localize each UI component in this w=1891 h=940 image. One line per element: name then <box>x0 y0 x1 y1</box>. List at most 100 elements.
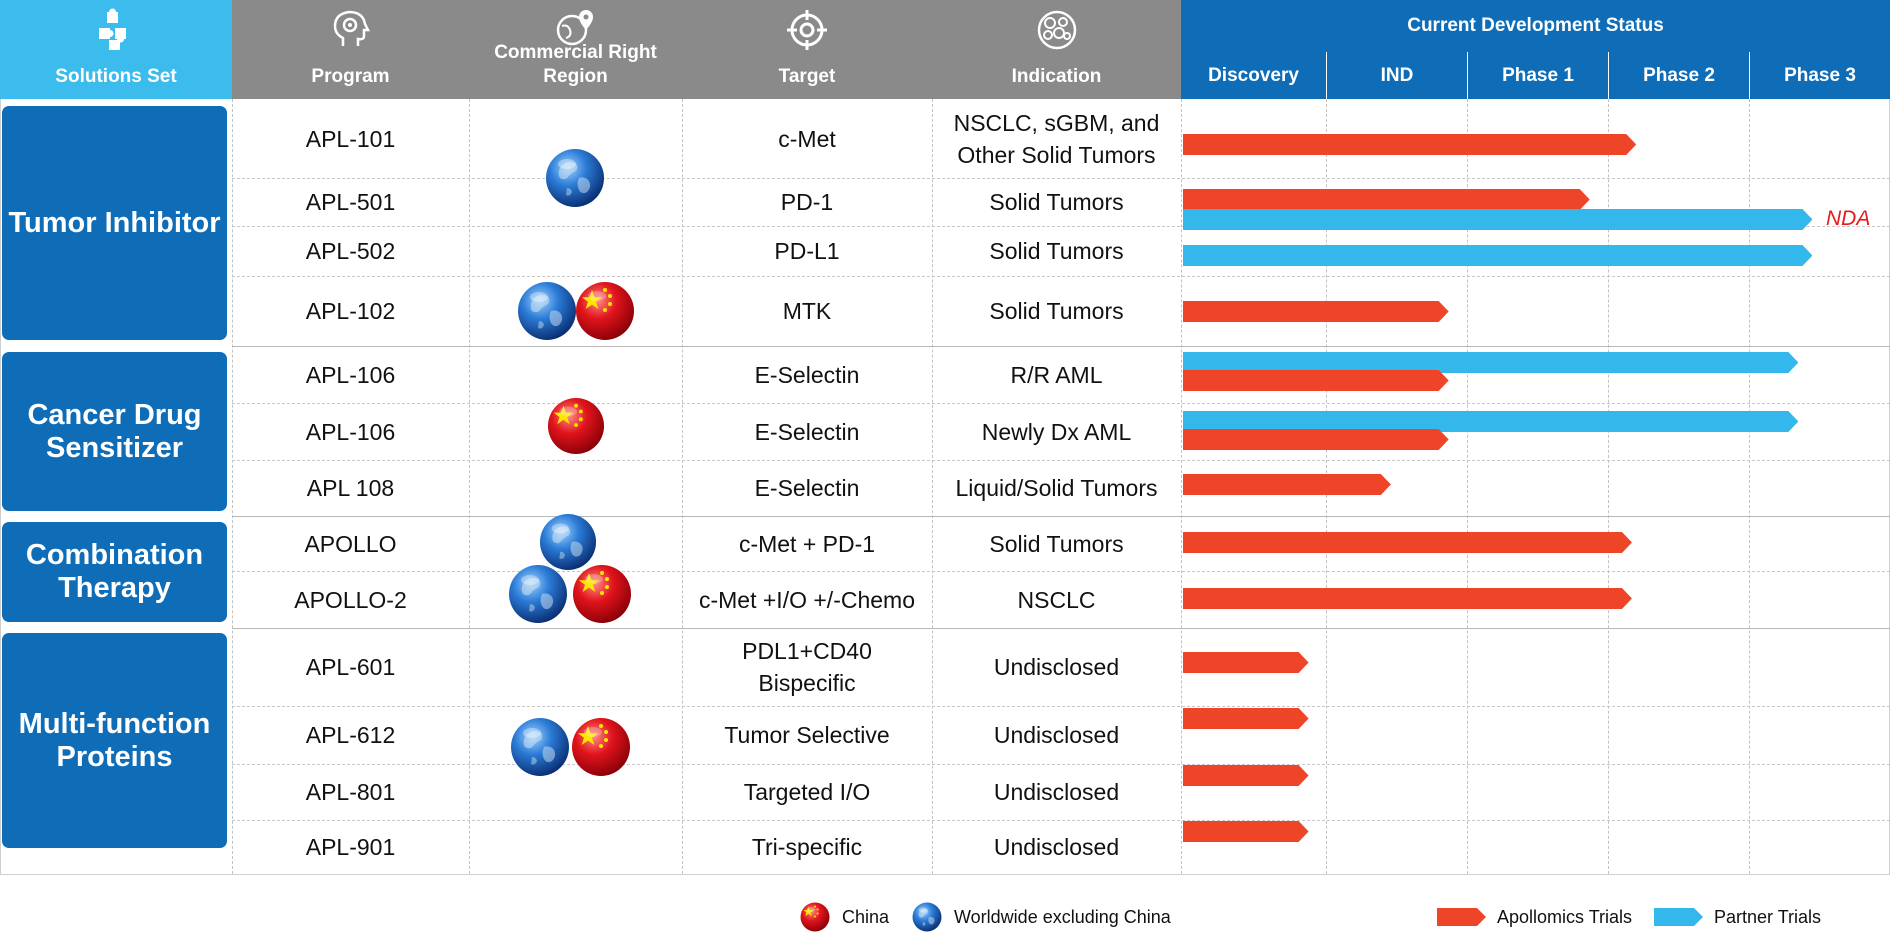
indication-cell: Undisclosed <box>993 834 1120 860</box>
col-divider <box>1181 99 1182 874</box>
partner-bar <box>1183 411 1799 432</box>
nda-annotation: NDA <box>1826 207 1871 230</box>
china-flag-icon <box>547 397 605 455</box>
stage-header-phase-2: Phase 2 <box>1608 52 1749 99</box>
partner-bar <box>1183 209 1813 230</box>
legend-china-label: China <box>842 906 890 927</box>
target-cell: Targeted I/O <box>743 779 871 805</box>
china-flag-icon <box>800 902 830 932</box>
globe-icon <box>508 564 568 624</box>
globe-icon <box>545 148 605 208</box>
target-cell: c-Met +I/O +/-Chemo <box>698 586 915 613</box>
globe-icon <box>510 717 570 777</box>
globe-icon <box>912 902 942 932</box>
apollomics-bar <box>1183 429 1449 450</box>
globe-pin-icon <box>556 10 593 46</box>
legend-worldwide: Worldwide excluding China <box>912 902 1171 932</box>
target-cell: c-Met + PD-1 <box>738 530 876 557</box>
col-divider <box>682 99 683 874</box>
header-development-status: Current Development Status <box>1181 0 1890 52</box>
section-tumor-inhibitor: Tumor Inhibitor <box>2 106 227 340</box>
row-divider <box>232 403 1890 404</box>
header-solutions-set-label: Solutions Set <box>55 66 177 87</box>
target-cell: MTK <box>782 298 832 324</box>
apollomics-bar <box>1183 474 1391 495</box>
target-cell: PD-L1 <box>774 238 840 264</box>
header-program-label: Program <box>311 66 390 87</box>
indication-cell: NSCLC <box>1017 586 1096 613</box>
table-frame <box>0 99 1890 875</box>
indication-cell: Undisclosed <box>993 654 1120 680</box>
apollomics-bar <box>1183 708 1309 729</box>
header-solutions-set: Solutions Set <box>0 0 232 99</box>
row-divider <box>232 820 1890 821</box>
indication-cell: Solid Tumors <box>989 238 1124 264</box>
row-divider <box>232 226 1890 227</box>
apollomics-arrow-icon <box>1437 908 1486 926</box>
program-cell: APOLLO <box>304 530 397 557</box>
header-indication: Indication <box>932 0 1181 99</box>
section-cancer-drug-sensitizer: Cancer Drug Sensitizer <box>2 352 227 511</box>
header-region-label: Commercial Right Region <box>494 42 657 87</box>
program-cell: APOLLO-2 <box>294 586 407 613</box>
china-flag-icon <box>575 281 635 341</box>
indication-cell: Liquid/Solid Tumors <box>955 475 1158 501</box>
indication-cell: NSCLC, sGBM, and Other Solid Tumors <box>953 109 1160 168</box>
apollomics-bar <box>1183 134 1637 155</box>
program-cell: APL-101 <box>305 125 396 152</box>
program-cell: APL 108 <box>306 475 395 501</box>
program-cell: APL-601 <box>305 654 396 680</box>
col-divider <box>1749 99 1750 874</box>
indication-cell: Newly Dx AML <box>981 418 1132 445</box>
brain-gear-icon <box>333 10 370 46</box>
indication-cell: Solid Tumors <box>989 298 1124 324</box>
apollomics-bar <box>1183 765 1309 786</box>
row-divider <box>232 276 1890 277</box>
apollomics-bar <box>1183 370 1449 391</box>
row-divider <box>232 764 1890 765</box>
stage-header-ind: IND <box>1326 52 1467 99</box>
program-cell: APL-501 <box>305 189 396 215</box>
program-cell: APL-901 <box>305 834 396 860</box>
target-cell: Tri-specific <box>751 834 863 860</box>
row-divider <box>232 460 1890 461</box>
legend-apollomics-label: Apollomics Trials <box>1497 906 1633 927</box>
header-region: Commercial Right Region <box>469 0 682 99</box>
indication-cell: Undisclosed <box>993 779 1120 805</box>
section-multi-function-proteins: Multi-function Proteins <box>2 633 227 848</box>
program-cell: APL-502 <box>305 238 396 264</box>
legend-apollomics: Apollomics Trials <box>1437 902 1632 932</box>
target-cell: E-Selectin <box>754 361 860 388</box>
target-cell: E-Selectin <box>754 418 860 445</box>
china-flag-icon <box>572 564 632 624</box>
header-target-label: Target <box>778 66 836 87</box>
legend-worldwide-label: Worldwide excluding China <box>954 906 1171 927</box>
china-flag-icon <box>571 717 631 777</box>
stage-header-phase-1: Phase 1 <box>1467 52 1608 99</box>
apollomics-bar <box>1183 532 1632 553</box>
row-divider <box>232 706 1890 707</box>
target-cell: c-Met <box>778 125 836 152</box>
row-divider <box>232 178 1890 179</box>
col-divider <box>469 99 470 874</box>
indication-cell: Solid Tumors <box>989 189 1124 215</box>
section-combination-therapy: Combination Therapy <box>2 522 227 622</box>
globe-icon <box>539 513 597 571</box>
legend-partner: Partner Trials <box>1654 902 1821 932</box>
section-divider <box>232 516 1890 517</box>
apollomics-bar <box>1183 652 1309 673</box>
header-indication-label: Indication <box>1011 66 1102 87</box>
partner-arrow-icon <box>1654 908 1703 926</box>
partner-bar <box>1183 245 1813 266</box>
stage-header-discovery: Discovery <box>1181 52 1326 99</box>
col-divider <box>932 99 933 874</box>
program-cell: APL-801 <box>305 779 396 805</box>
header-program: Program <box>232 0 469 99</box>
apollomics-bar <box>1183 588 1632 609</box>
program-cell: APL-612 <box>305 722 396 748</box>
partner-bar <box>1183 352 1799 373</box>
program-cell: APL-106 <box>305 361 396 388</box>
col-divider <box>232 99 233 874</box>
legend-partner-label: Partner Trials <box>1714 906 1822 927</box>
indication-cell: Solid Tumors <box>989 530 1124 557</box>
